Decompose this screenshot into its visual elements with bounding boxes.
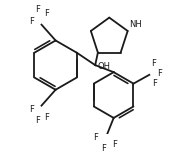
Text: NH: NH bbox=[130, 20, 142, 29]
Text: F: F bbox=[93, 133, 98, 142]
Text: F: F bbox=[157, 69, 162, 78]
Text: F: F bbox=[151, 59, 156, 68]
Text: OH: OH bbox=[98, 62, 111, 71]
Text: F: F bbox=[112, 140, 117, 149]
Text: F: F bbox=[44, 9, 49, 18]
Text: F: F bbox=[29, 17, 34, 26]
Text: F: F bbox=[36, 116, 40, 125]
Text: F: F bbox=[44, 113, 49, 122]
Text: F: F bbox=[29, 105, 34, 114]
Text: F: F bbox=[152, 79, 157, 88]
Text: F: F bbox=[36, 5, 40, 14]
Text: F: F bbox=[101, 144, 106, 152]
